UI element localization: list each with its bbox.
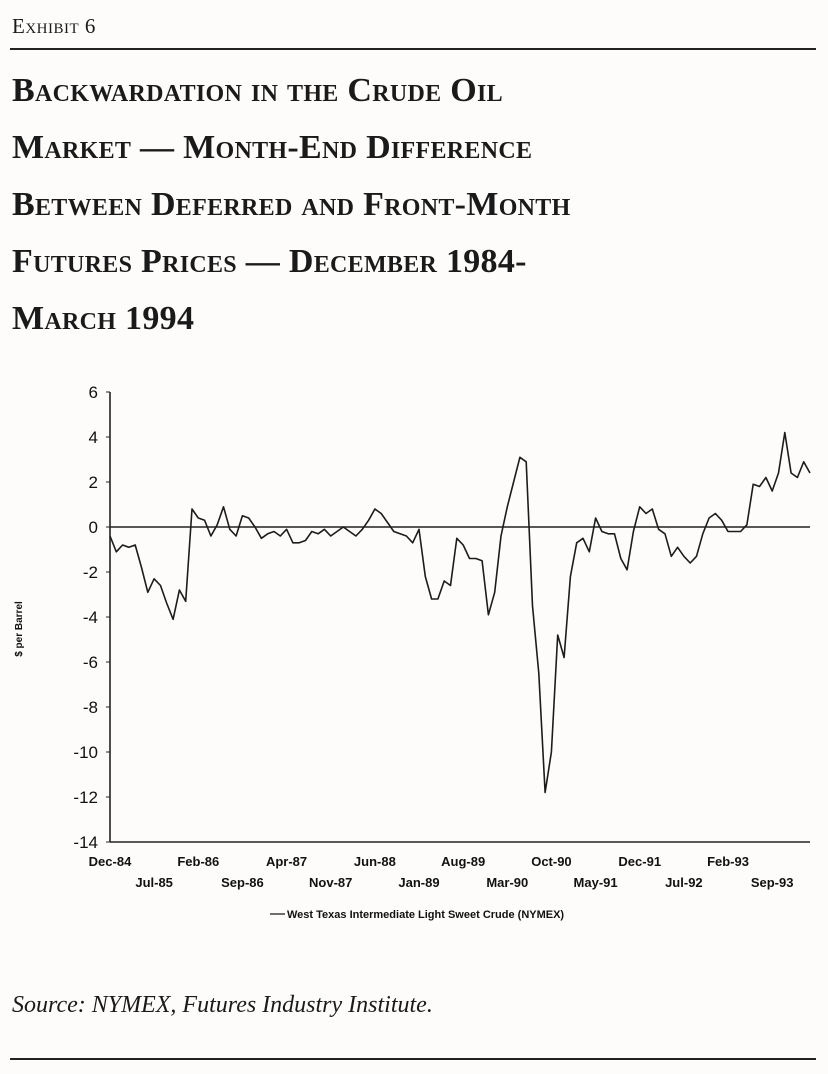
x-tick-label: Dec-91 <box>618 854 661 869</box>
x-tick-label: Nov-87 <box>309 875 352 890</box>
x-tick-label: Jul-85 <box>135 875 173 890</box>
series-line-wti <box>109 431 811 794</box>
x-tick-label: Jan-89 <box>398 875 439 890</box>
x-tick-label: Mar-90 <box>486 875 528 890</box>
y-tick-label: -4 <box>83 608 98 627</box>
x-tick-labels: Dec-84 Feb-86 Apr-87 Jun-88 Aug-89 Oct-90 Dec-… <box>89 854 794 890</box>
y-tick-label: 0 <box>89 518 98 537</box>
exhibit-label: Exhibit 6 <box>12 14 96 38</box>
x-tick-label: Jul-92 <box>665 875 703 890</box>
y-tick-label: -8 <box>83 698 98 717</box>
y-tick-label: -10 <box>73 743 98 762</box>
x-tick-label: Apr-87 <box>266 854 307 869</box>
y-tick-label: -14 <box>73 833 98 852</box>
x-tick-label: Feb-86 <box>177 854 219 869</box>
y-tick-label: -2 <box>83 563 98 582</box>
chart-legend: West Texas Intermediate Light Sweet Crud… <box>270 909 564 921</box>
y-tick-label: -6 <box>83 653 98 672</box>
y-tick-labels: 6 4 2 0 -2 -4 -6 -8 -10 -12 -14 <box>73 383 98 852</box>
y-tick-label: 6 <box>89 383 98 402</box>
top-rule <box>10 48 816 50</box>
line-chart: 6 4 2 0 -2 -4 -6 -8 -10 -12 -14 Dec-84 Feb-86 Apr-87… <box>14 383 811 921</box>
title-line: Market — Month-End Difference <box>12 129 533 166</box>
x-tick-label: Sep-93 <box>751 875 794 890</box>
x-tick-label: Oct-90 <box>531 854 571 869</box>
figure-title: Backwardation in the Crude Oil Market — … <box>12 62 802 347</box>
title-line: Backwardation in the Crude Oil <box>12 72 503 109</box>
legend-label: West Texas Intermediate Light Sweet Crud… <box>287 909 564 921</box>
chart-axes <box>106 391 810 843</box>
series-group <box>109 431 811 794</box>
y-tick-label: -12 <box>73 788 98 807</box>
x-tick-label: Dec-84 <box>89 854 132 869</box>
x-tick-label: Sep-86 <box>221 875 264 890</box>
y-tick-label: 4 <box>89 428 98 447</box>
title-line: Between Deferred and Front-Month <box>12 186 571 223</box>
y-axis-label: $ per Barrel <box>14 601 25 657</box>
x-tick-label: Aug-89 <box>441 854 485 869</box>
title-line: Futures Prices — December 1984- <box>12 243 527 280</box>
bottom-rule <box>10 1058 816 1060</box>
title-line: March 1994 <box>12 300 195 337</box>
source-note: Source: NYMEX, Futures Industry Institut… <box>12 992 433 1018</box>
x-tick-label: May-91 <box>574 875 618 890</box>
x-tick-label: Jun-88 <box>354 854 396 869</box>
x-tick-label: Feb-93 <box>707 854 749 869</box>
y-tick-label: 2 <box>89 473 98 492</box>
